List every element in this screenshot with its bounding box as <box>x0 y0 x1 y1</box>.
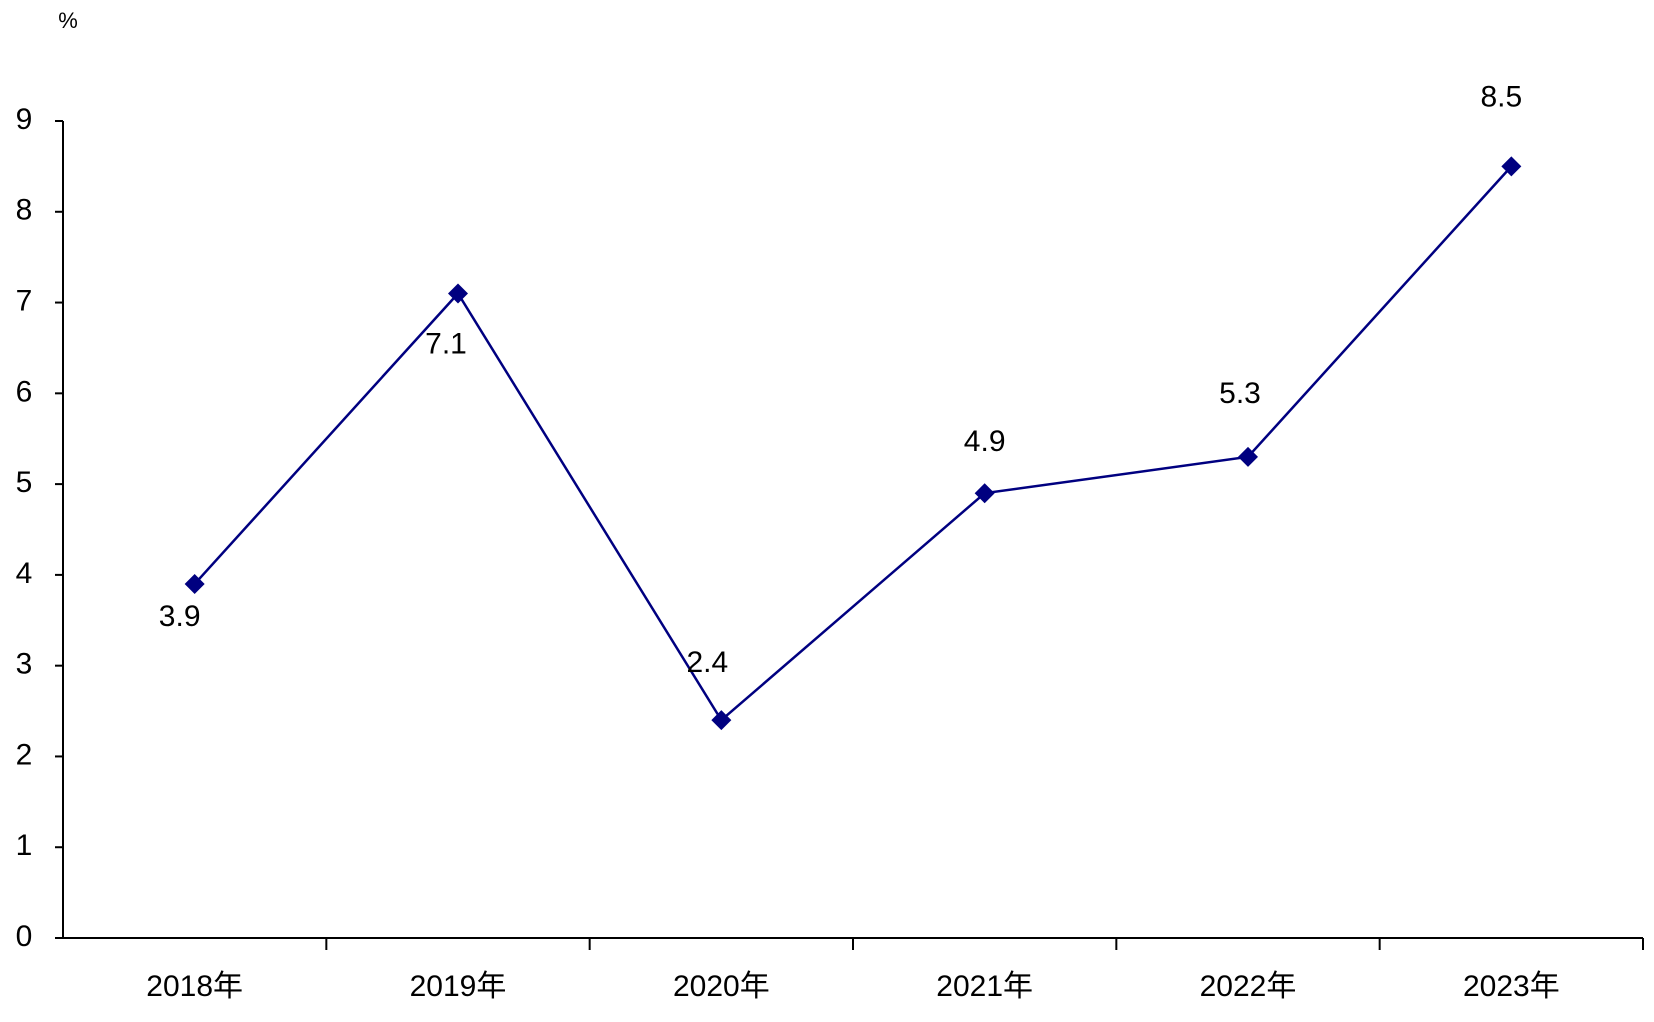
data-label: 8.5 <box>1480 80 1522 113</box>
y-tick-label: 1 <box>16 829 33 862</box>
y-tick-label: 4 <box>16 557 33 590</box>
marker <box>1501 156 1522 177</box>
y-tick-label: 2 <box>16 738 33 771</box>
y-tick-label: 3 <box>16 648 33 681</box>
marker <box>184 573 205 594</box>
y-tick-label: 8 <box>16 194 33 227</box>
x-tick-label: 2022年 <box>1200 970 1297 1003</box>
x-tick-label: 2021年 <box>936 970 1033 1003</box>
x-tick-label: 2018年 <box>146 970 243 1003</box>
line <box>193 165 1513 723</box>
marker <box>448 283 468 304</box>
x-tick-label: 2020年 <box>673 970 770 1003</box>
data-label: 4.9 <box>964 425 1006 458</box>
data-label: 7.1 <box>425 327 467 360</box>
y-tick-label: 6 <box>16 375 33 408</box>
x-tick-label: 2023年 <box>1463 970 1560 1003</box>
y-tick-label: 9 <box>16 103 33 136</box>
data-label: 5.3 <box>1219 377 1261 410</box>
marker <box>974 483 995 504</box>
marker <box>1238 446 1258 467</box>
y-axis-unit: % <box>58 8 78 33</box>
y-tick-label: 0 <box>16 920 33 953</box>
y-tick-label: 5 <box>16 466 33 499</box>
data-label: 2.4 <box>686 646 728 679</box>
marker <box>711 710 732 731</box>
y-tick-label: 7 <box>16 284 33 317</box>
x-tick-label: 2019年 <box>410 970 507 1003</box>
data-label: 3.9 <box>159 600 201 633</box>
